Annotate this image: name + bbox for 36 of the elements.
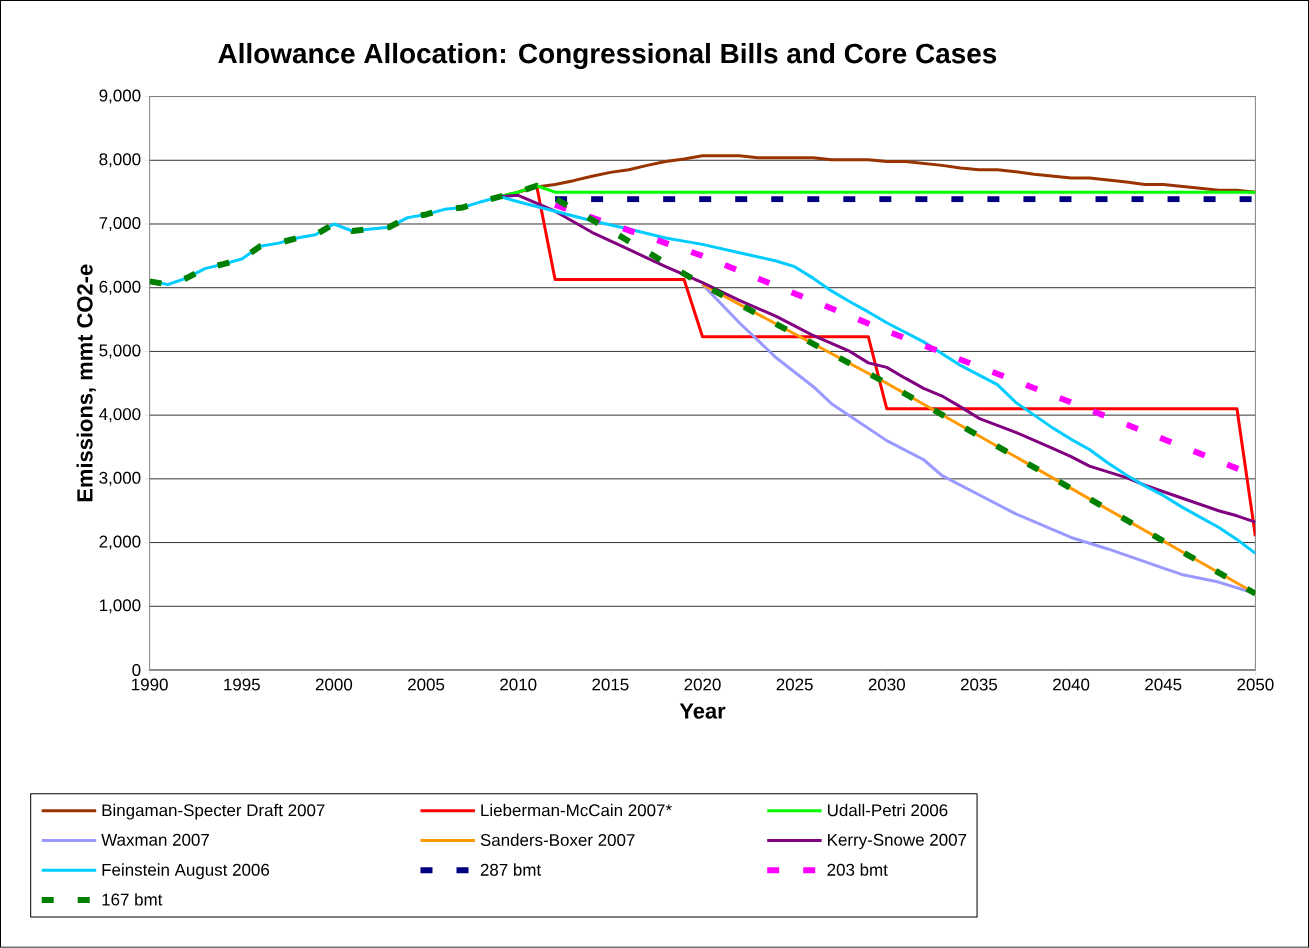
- x-tick-label: 2000: [315, 678, 353, 691]
- legend-label: Udall-Petri 2006: [827, 803, 948, 817]
- x-axis-title: Year: [679, 703, 726, 719]
- y-tick-label: 0: [132, 664, 141, 677]
- y-axis-title: Emissions, mmt CO2-e: [76, 264, 96, 502]
- x-tick-label: 2030: [868, 678, 905, 691]
- y-tick-label: 8,000: [99, 153, 141, 168]
- legend-label: Lieberman-McCain 2007*: [481, 803, 672, 817]
- legend-label: 203 bmt: [827, 863, 888, 876]
- y-tick-label: 7,000: [99, 217, 141, 232]
- x-tick-label: 2045: [1145, 678, 1182, 691]
- legend-label: 167 bmt: [102, 893, 163, 906]
- x-tick-label: 2040: [1053, 678, 1090, 691]
- y-tick-label: 5,000: [99, 344, 141, 359]
- y-tick-label: 9,000: [99, 89, 141, 104]
- chart-title: Allowance Allocation: Congressional Bills and Core Cases: [218, 43, 997, 70]
- x-tick-label: 2025: [776, 678, 813, 691]
- legend-label: 287 bmt: [480, 863, 542, 876]
- y-tick-label: 2,000: [99, 535, 141, 550]
- y-tick-label: 1,000: [99, 599, 141, 614]
- y-tick-label: 3,000: [99, 471, 141, 486]
- legend-label: Sanders-Boxer 2007: [480, 833, 635, 847]
- x-tick-label: 2005: [408, 678, 445, 691]
- legend-label: Kerry-Snowe 2007: [828, 833, 967, 850]
- x-tick-label: 2015: [592, 678, 629, 691]
- legend-label: Feinstein August 2006: [102, 863, 270, 880]
- x-tick-label: 2050: [1237, 678, 1274, 691]
- y-tick-label: 4,000: [99, 408, 141, 423]
- legend-label: Bingaman-Specter Draft 2007: [102, 803, 325, 820]
- x-tick-label: 2035: [960, 678, 998, 691]
- legend-label: Waxman 2007: [101, 833, 209, 846]
- x-tick-label: 2020: [684, 678, 721, 691]
- y-tick-label: 6,000: [99, 280, 141, 295]
- x-tick-label: 1995: [224, 678, 260, 691]
- x-tick-label: 1990: [132, 678, 168, 691]
- x-tick-label: 2010: [500, 678, 537, 691]
